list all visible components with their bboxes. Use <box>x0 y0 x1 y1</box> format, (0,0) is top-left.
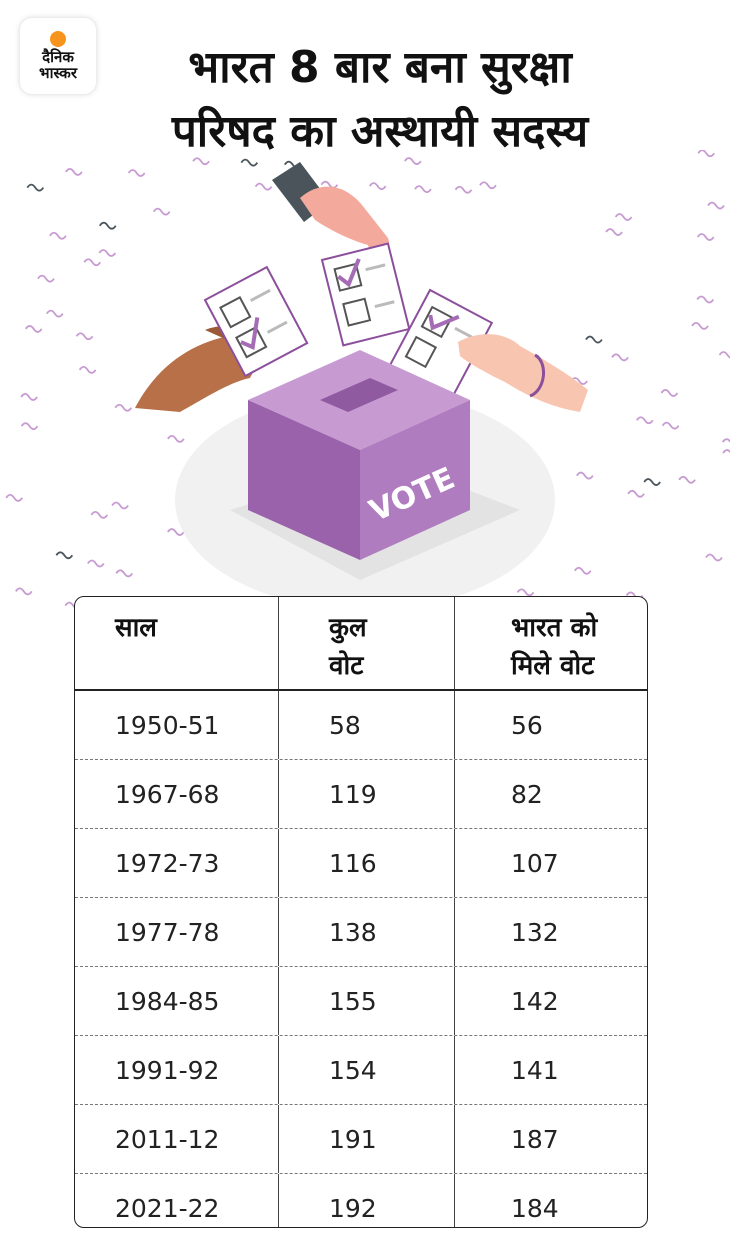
ballot-center <box>320 242 411 347</box>
cell-total-votes: 154 <box>279 1036 455 1104</box>
logo-line-2: भास्कर <box>39 64 77 82</box>
cell-india-votes: 132 <box>511 917 559 947</box>
cell-total-votes: 192 <box>279 1174 455 1227</box>
page-title-line-2: परिषद का अस्थायी सदस्य <box>171 106 589 157</box>
cell-total-votes: 116 <box>279 829 455 897</box>
table-row: 1950-51 58 56 <box>75 691 647 760</box>
votes-table: साल कुल वोट भारत को मिले वोट 1950-51 58 56… <box>74 596 648 1228</box>
cell-year: 1977-78 <box>75 898 279 966</box>
header-year-line: साल <box>115 613 157 643</box>
table-row: 1972-73 116 107 <box>75 829 647 898</box>
cell-india-votes: 184 <box>511 1193 559 1223</box>
vote-illustration: VOTE <box>5 150 730 610</box>
cell-india-votes: 142 <box>511 986 559 1016</box>
cell-total-votes: 138 <box>279 898 455 966</box>
cell-total-votes: 119 <box>279 760 455 828</box>
header-india-votes: भारत को मिले वोट <box>455 597 647 689</box>
table-row: 2021-22 192 184 <box>75 1174 647 1227</box>
table-row: 1984-85 155 142 <box>75 967 647 1036</box>
sun-icon <box>50 31 66 47</box>
cell-total-votes: 191 <box>279 1105 455 1173</box>
dainik-bhaskar-logo: दैनिक भास्कर <box>20 18 96 94</box>
cell-year: 2021-22 <box>75 1174 279 1227</box>
ballot-left <box>203 265 309 378</box>
cell-india-votes: 107 <box>511 848 559 878</box>
header-total-votes: कुल वोट <box>279 597 455 689</box>
table-header: साल कुल वोट भारत को मिले वोट <box>75 597 647 691</box>
cell-year: 1950-51 <box>75 691 279 759</box>
cell-total-votes: 58 <box>279 691 455 759</box>
cell-year: 1972-73 <box>75 829 279 897</box>
logo-line-1: दैनिक <box>42 48 74 66</box>
cell-india-votes: 141 <box>511 1055 559 1085</box>
table-row: 2011-12 191 187 <box>75 1105 647 1174</box>
header-total-line-1: कुल <box>329 613 367 643</box>
cell-total-votes: 155 <box>279 967 455 1035</box>
right-hand <box>458 334 588 412</box>
cell-india-votes: 82 <box>511 779 543 809</box>
header-total-line-2: वोट <box>329 651 364 681</box>
header-india-line-2: मिले वोट <box>511 651 595 681</box>
cell-year: 1991-92 <box>75 1036 279 1104</box>
table-body: 1950-51 58 56 1967-68 119 82 1972-73 116 107 1977… <box>75 691 647 1227</box>
page-title-line-1: भारत 8 बार बना सुरक्षा <box>188 42 572 93</box>
cell-india-votes: 187 <box>511 1124 559 1154</box>
center-hand <box>272 162 390 278</box>
table-row: 1991-92 154 141 <box>75 1036 647 1105</box>
table-row: 1967-68 119 82 <box>75 760 647 829</box>
header-year: साल <box>75 597 279 689</box>
cell-year: 1984-85 <box>75 967 279 1035</box>
header-india-line-1: भारत को <box>511 613 598 643</box>
cell-year: 2011-12 <box>75 1105 279 1173</box>
cell-india-votes: 56 <box>511 710 543 740</box>
table-row: 1977-78 138 132 <box>75 898 647 967</box>
ballot-box: VOTE <box>248 350 470 560</box>
cell-year: 1967-68 <box>75 760 279 828</box>
